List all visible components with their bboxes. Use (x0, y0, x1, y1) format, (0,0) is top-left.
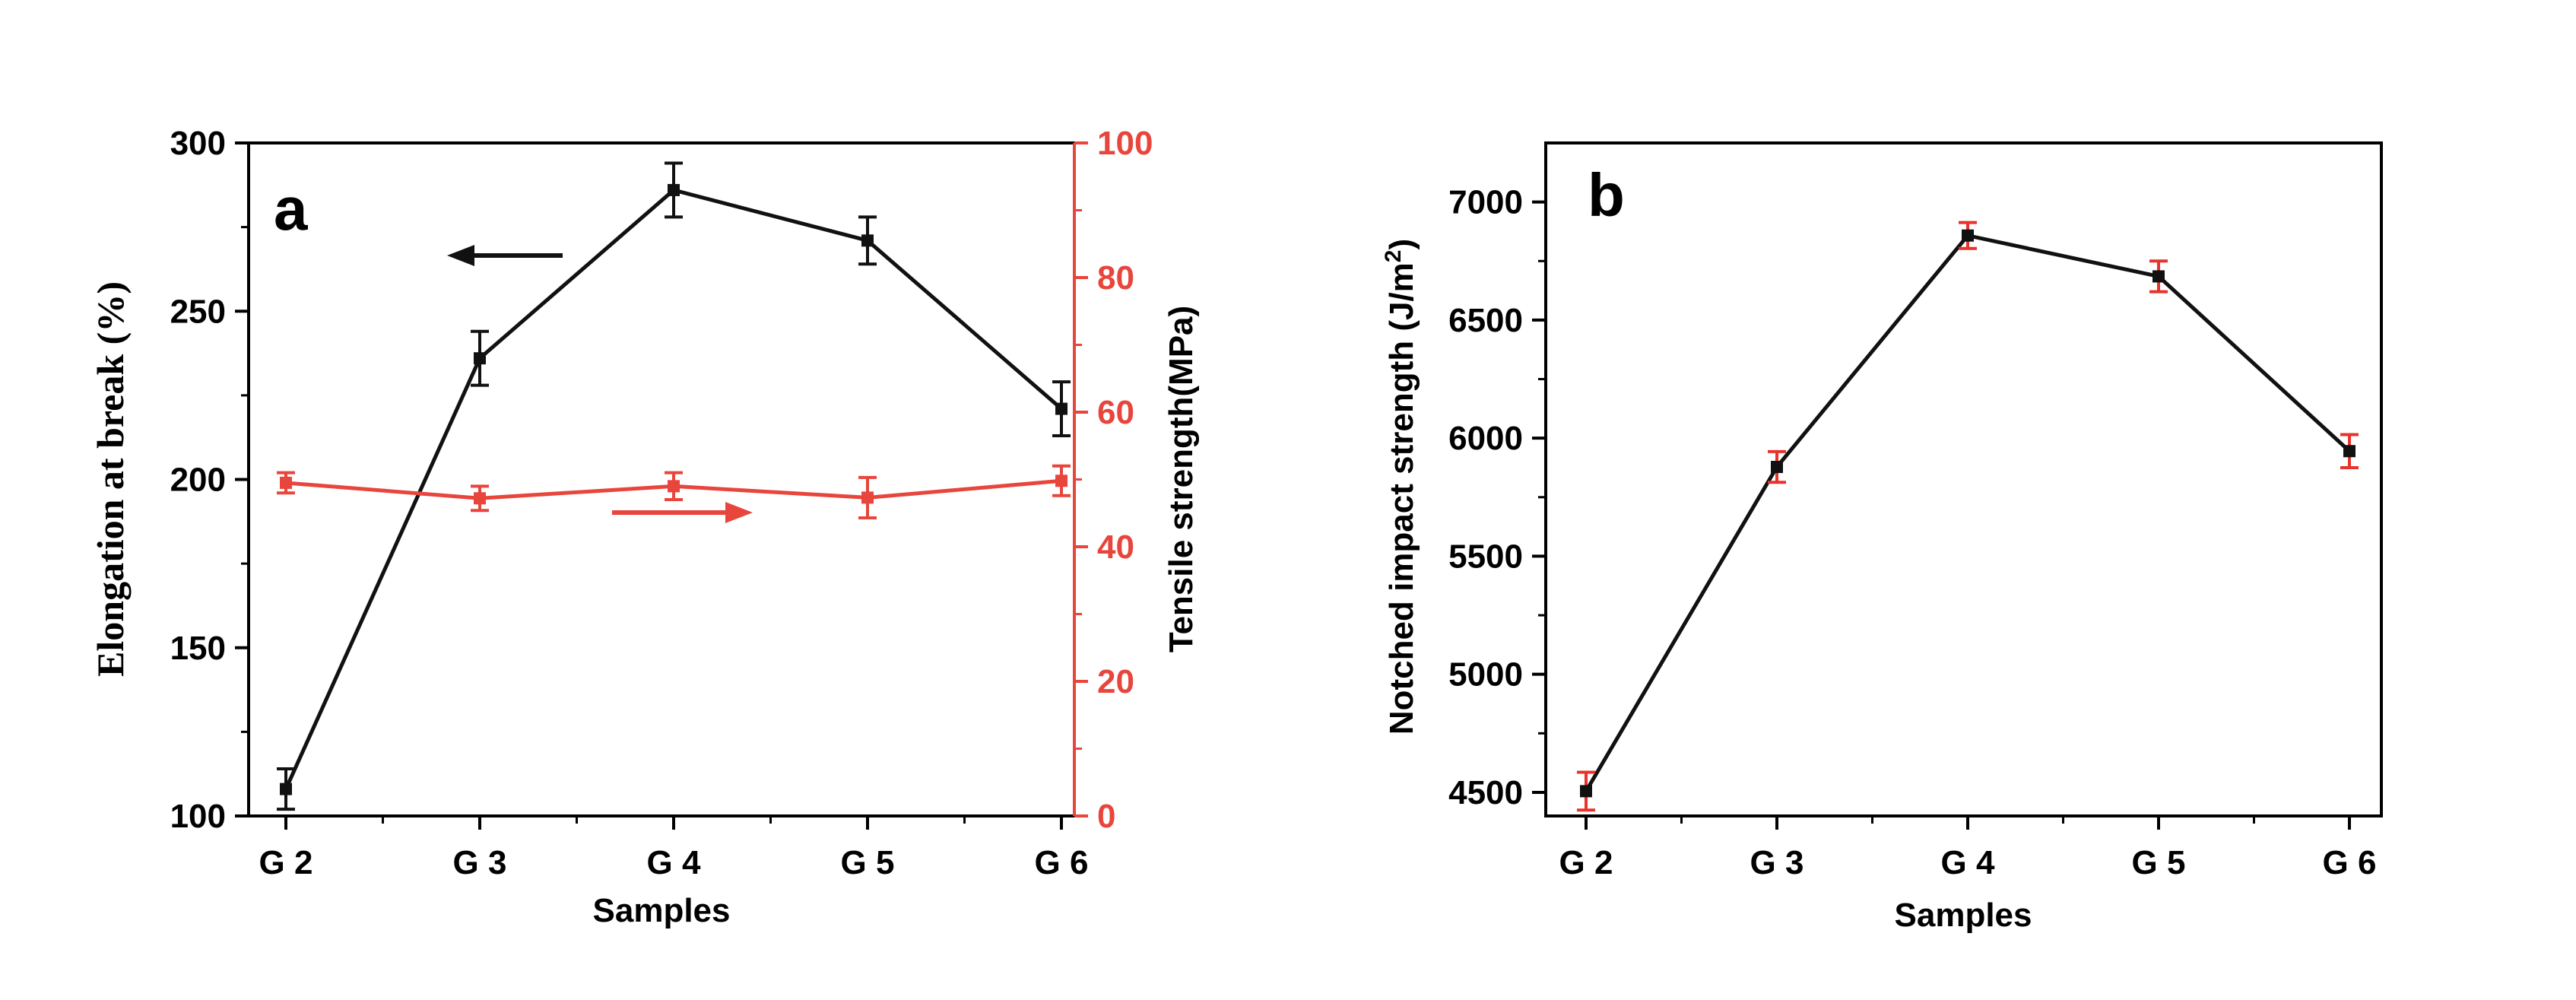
elongation-data-point (280, 783, 292, 795)
impact-data-point (1962, 229, 1974, 242)
impact-data-point (1771, 461, 1783, 474)
panel-a-plot-frame (247, 141, 1076, 817)
impact-data-point (2152, 270, 2165, 283)
impact-data-point (1580, 785, 1592, 798)
panel-a-left-y-tick-label: 300 (170, 125, 226, 162)
panel-a-left-axis-title: Elongation at break (%) (89, 281, 132, 677)
panel-a-x-tick-label: G 6 (1035, 844, 1089, 881)
panel-b-plot-frame (1544, 141, 2383, 817)
panel-b-y-tick-label: 7000 (1448, 184, 1523, 221)
panel-a-x-tick-label: G 4 (647, 844, 701, 881)
panel-b-x-tick-label: G 5 (2132, 844, 2186, 881)
panel-b-y-tick-label: 6000 (1448, 420, 1523, 457)
impact-data-point (2343, 445, 2356, 458)
right-axis-direction-arrow (612, 502, 753, 523)
panel-a-right-axis-title: Tensile strength(MPa) (1163, 306, 1200, 652)
tensile-data-point (668, 480, 680, 493)
panel-b-y-tick-label: 4500 (1448, 774, 1523, 811)
panel-b-x-tick-label: G 3 (1750, 844, 1804, 881)
tensile-data-point (861, 491, 874, 504)
tensile-data-point (474, 492, 486, 505)
panel-b-x-tick-label: G 6 (2323, 844, 2377, 881)
panel-b-y-axis-title-superscript: 2 (1381, 250, 1406, 263)
elongation-data-point (474, 352, 486, 365)
panel-b-y-tick-label: 5500 (1448, 538, 1523, 575)
panel-a-right-y-tick-label: 40 (1097, 529, 1134, 566)
panel-a-right-y-tick-label: 100 (1097, 125, 1153, 162)
panel-a-elongation-tensile-chart: G 2 G 3 G 4 G 5 G 6 100 150 200 250 300 0 20 40 60 80 1… (89, 125, 1200, 929)
panel-a-right-y-tick-label: 0 (1097, 798, 1115, 835)
panel-b-x-tick-label: G 2 (1559, 844, 1613, 881)
tensile-data-point (1055, 475, 1068, 487)
tensile-data-point (280, 476, 292, 489)
panel-a-x-axis-title: Samples (593, 892, 731, 929)
panel-a-left-y-tick-label: 100 (170, 798, 226, 835)
impact-series-line (1584, 233, 2351, 792)
panel-a-letter: a (274, 175, 308, 243)
elongation-data-point (1055, 402, 1068, 415)
panel-a-right-y-tick-label: 20 (1097, 663, 1134, 700)
left-axis-direction-arrow (447, 245, 563, 266)
elongation-data-point (861, 234, 874, 247)
panel-a-right-y-tick-label: 80 (1097, 259, 1134, 297)
panel-a-x-tick-label: G 3 (453, 844, 507, 881)
panel-b-y-tick-label: 5000 (1448, 656, 1523, 694)
panel-a-left-y-tick-label: 150 (170, 630, 226, 667)
elongation-data-point (668, 183, 680, 196)
panel-b-letter: b (1588, 161, 1625, 229)
panel-b-x-tick-label: G 4 (1941, 844, 1995, 881)
panel-a-left-y-tick-label: 250 (170, 293, 226, 330)
panel-a-left-y-tick-label: 200 (170, 462, 226, 499)
panel-b-x-axis-title: Samples (1895, 897, 2032, 934)
panel-a-x-tick-label: G 5 (841, 844, 895, 881)
panel-a-right-y-tick-label: 60 (1097, 394, 1134, 431)
panel-b-y-tick-label: 6500 (1448, 302, 1523, 339)
panel-b-y-axis-title: Notched impact strength (J/m2) (1381, 239, 1421, 735)
panel-a-x-tick-label: G 2 (259, 844, 313, 881)
